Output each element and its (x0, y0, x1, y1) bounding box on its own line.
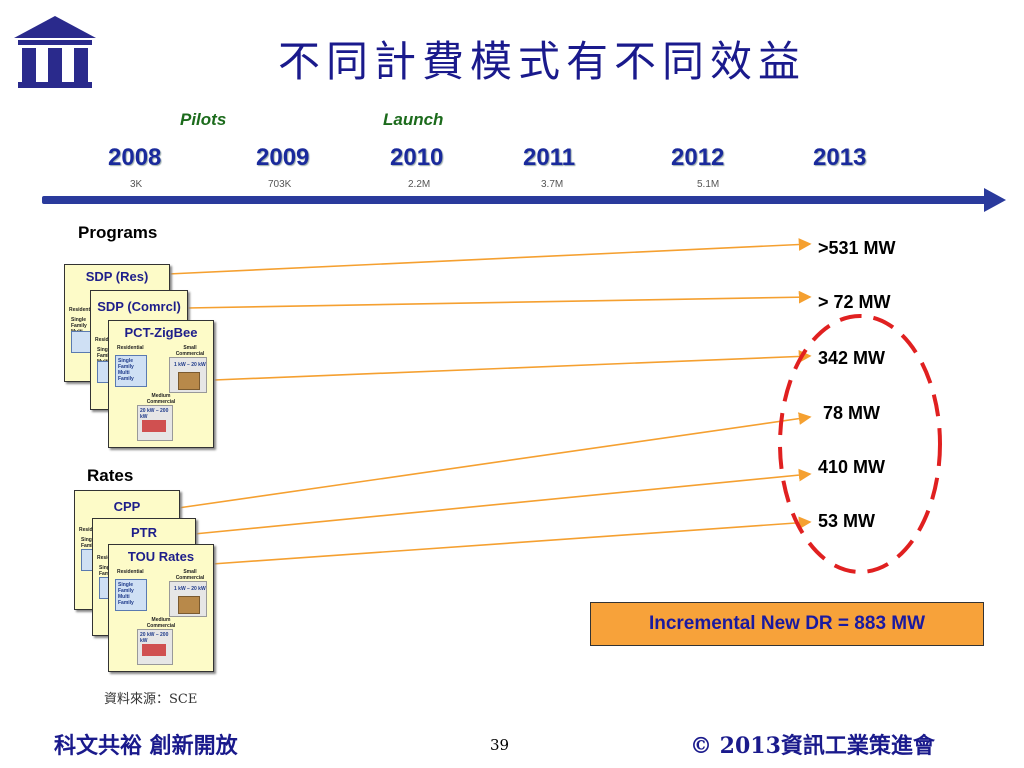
store-thumbnail: 1 kW – 20 kW (169, 357, 207, 393)
building-image (142, 644, 166, 656)
count-2009: 703K (268, 179, 292, 190)
timeline-arrow (42, 188, 1006, 212)
store-image (178, 596, 200, 614)
mw-value-4: 78 MW (818, 403, 881, 423)
rates-label: Rates (87, 466, 134, 485)
mw-value-3: 342 MW (818, 348, 886, 368)
year-2012: 2012 (671, 144, 725, 171)
card-title: PCT-ZigBee (124, 325, 198, 340)
store-image (178, 372, 200, 390)
incremental-dr-box: Incremental New DR = 883 MW (590, 602, 984, 646)
mw-value-2: > 72 MW (818, 292, 891, 312)
building-thumbnail: 20 kW – 200 kW (137, 405, 173, 441)
year-2011: 2011 (523, 144, 576, 171)
program-card-pct-zigbee: PCT-ZigBee Residential Small Commercial … (108, 320, 214, 448)
footer-slogan: 科文共裕 創新開放 (54, 733, 238, 759)
card-range-1: 1 kW – 20 kW (174, 362, 206, 368)
card-range-2: 20 kW – 200 kW (140, 632, 169, 644)
card-small-commercial: Small Commercial (175, 569, 205, 581)
source-note: 資料來源：SCE (104, 692, 198, 707)
card-single-family: Single Family Multi Family (118, 358, 134, 382)
programs-label: Programs (78, 223, 158, 242)
iii-logo (14, 16, 96, 88)
house-thumbnail: Single Family Multi Family (115, 355, 147, 387)
arrow-tou (211, 516, 812, 565)
card-title: SDP (Comrcl) (97, 299, 181, 314)
year-2009: 2009 (256, 144, 310, 171)
slide-title: 不同計費模式有不同效益 (277, 37, 806, 86)
count-2008: 3K (130, 179, 143, 190)
arrow-ptr (193, 468, 812, 535)
footer-copyright: © 2013資訊工業策進會 (690, 733, 935, 759)
rate-card-tou: TOU Rates Residential Small Commercial S… (108, 544, 214, 672)
count-2010: 2.2M (408, 179, 431, 190)
card-range-1: 1 kW – 20 kW (174, 586, 206, 592)
connector-arrows (167, 238, 812, 565)
arrow-pct-zigbee (213, 350, 812, 381)
mw-value-6: 53 MW (818, 511, 876, 531)
year-2010: 2010 (390, 144, 444, 171)
store-thumbnail: 1 kW – 20 kW (169, 581, 207, 617)
mw-value-1: >531 MW (818, 238, 896, 258)
page-number: 39 (490, 736, 510, 754)
house-thumbnail: Single Family Multi Family (115, 579, 147, 611)
arrow-cpp (177, 412, 812, 509)
arrow-sdp-comrcl (186, 290, 812, 309)
building-thumbnail: 20 kW – 200 kW (137, 629, 173, 665)
phase-launch: Launch (383, 110, 444, 129)
year-2008: 2008 (108, 144, 162, 171)
card-residential: Residential (69, 307, 96, 313)
card-title: CPP (113, 499, 141, 514)
card-residential: Residential (117, 569, 144, 575)
card-residential: Residential (117, 345, 144, 351)
phase-pilots: Pilots (180, 110, 227, 129)
card-title: SDP (Res) (85, 269, 149, 284)
count-2012: 5.1M (697, 179, 720, 190)
dashed-oval (778, 314, 942, 574)
card-title: PTR (131, 525, 157, 540)
card-range-2: 20 kW – 200 kW (140, 408, 169, 420)
card-title: TOU Rates (127, 549, 195, 564)
card-medium-commercial: Medium Commercial (146, 393, 176, 405)
card-single-family: Single Family Multi Family (118, 582, 134, 606)
year-2013: 2013 (813, 144, 867, 171)
mw-value-5: 410 MW (818, 457, 886, 477)
building-image (142, 420, 166, 432)
card-small-commercial: Small Commercial (175, 345, 205, 357)
arrow-sdp-res (167, 238, 812, 275)
count-2011: 3.7M (541, 179, 564, 190)
card-medium-commercial: Medium Commercial (146, 617, 176, 629)
